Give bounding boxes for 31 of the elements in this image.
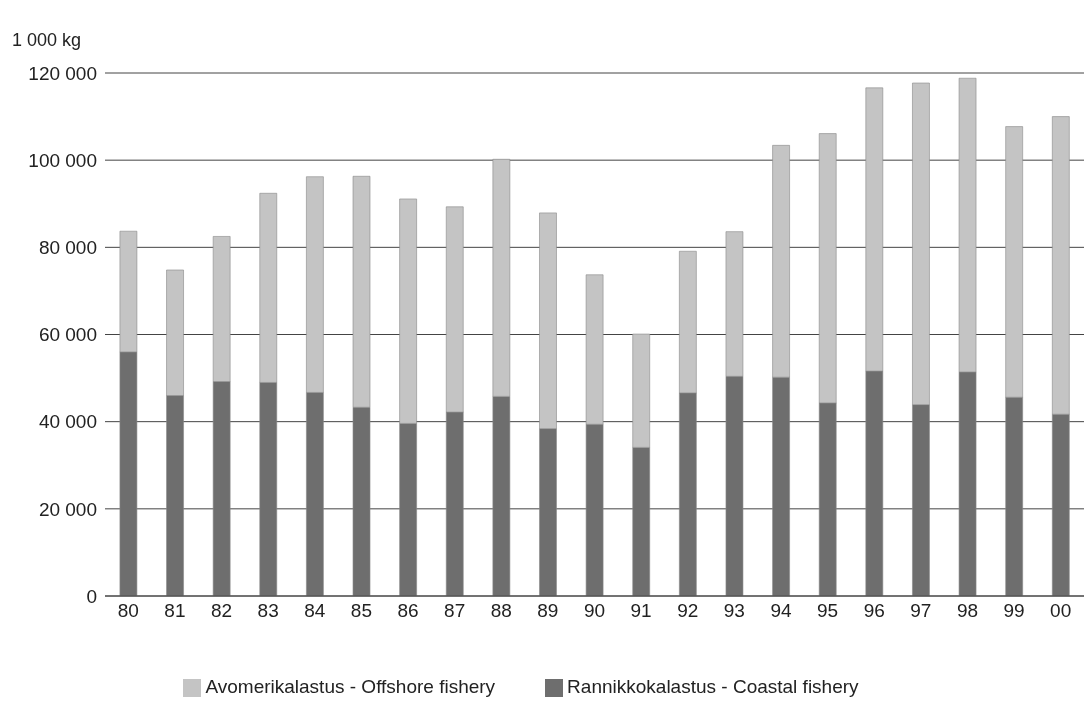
- y-tick-label: 120 000: [28, 62, 97, 84]
- x-tick-label: 94: [770, 600, 792, 622]
- y-tick-label: 100 000: [28, 149, 97, 171]
- x-tick-label: 91: [630, 600, 652, 622]
- x-tick-label: 96: [863, 600, 885, 622]
- x-tick-label: 80: [117, 600, 139, 622]
- x-tick-label: 90: [583, 600, 606, 622]
- x-tick-label: 85: [350, 600, 372, 622]
- x-tick-label: 97: [910, 600, 932, 622]
- y-tick-label: 80 000: [38, 237, 97, 259]
- x-tick-label: 88: [490, 600, 512, 622]
- x-tick-label: 81: [164, 600, 186, 622]
- y-tick-label: 40 000: [38, 411, 97, 433]
- x-tick-label: 00: [1050, 600, 1072, 622]
- legend-label: Avomerikalastus - Offshore fishery: [205, 676, 496, 697]
- legend-label: Rannikkokalastus - Coastal fishery: [567, 676, 859, 697]
- x-tick-label: 93: [723, 600, 745, 622]
- x-tick-label: 82: [210, 600, 233, 622]
- x-tick-label: 83: [257, 600, 279, 622]
- x-tick-label: 92: [677, 600, 699, 622]
- y-axis-title: 1 000 kg: [12, 30, 82, 51]
- x-tick-label: 95: [817, 600, 839, 622]
- x-tick-label: 87: [444, 600, 466, 622]
- x-tick-label: 89: [537, 600, 559, 622]
- x-tick-label: 84: [304, 600, 326, 622]
- x-tick-label: 98: [956, 600, 979, 622]
- x-tick-label: 99: [1003, 600, 1025, 622]
- y-tick-label: 60 000: [38, 324, 97, 346]
- x-tick-label: 86: [397, 600, 419, 622]
- y-tick-label: 0: [86, 585, 97, 607]
- y-tick-label: 20 000: [38, 498, 97, 520]
